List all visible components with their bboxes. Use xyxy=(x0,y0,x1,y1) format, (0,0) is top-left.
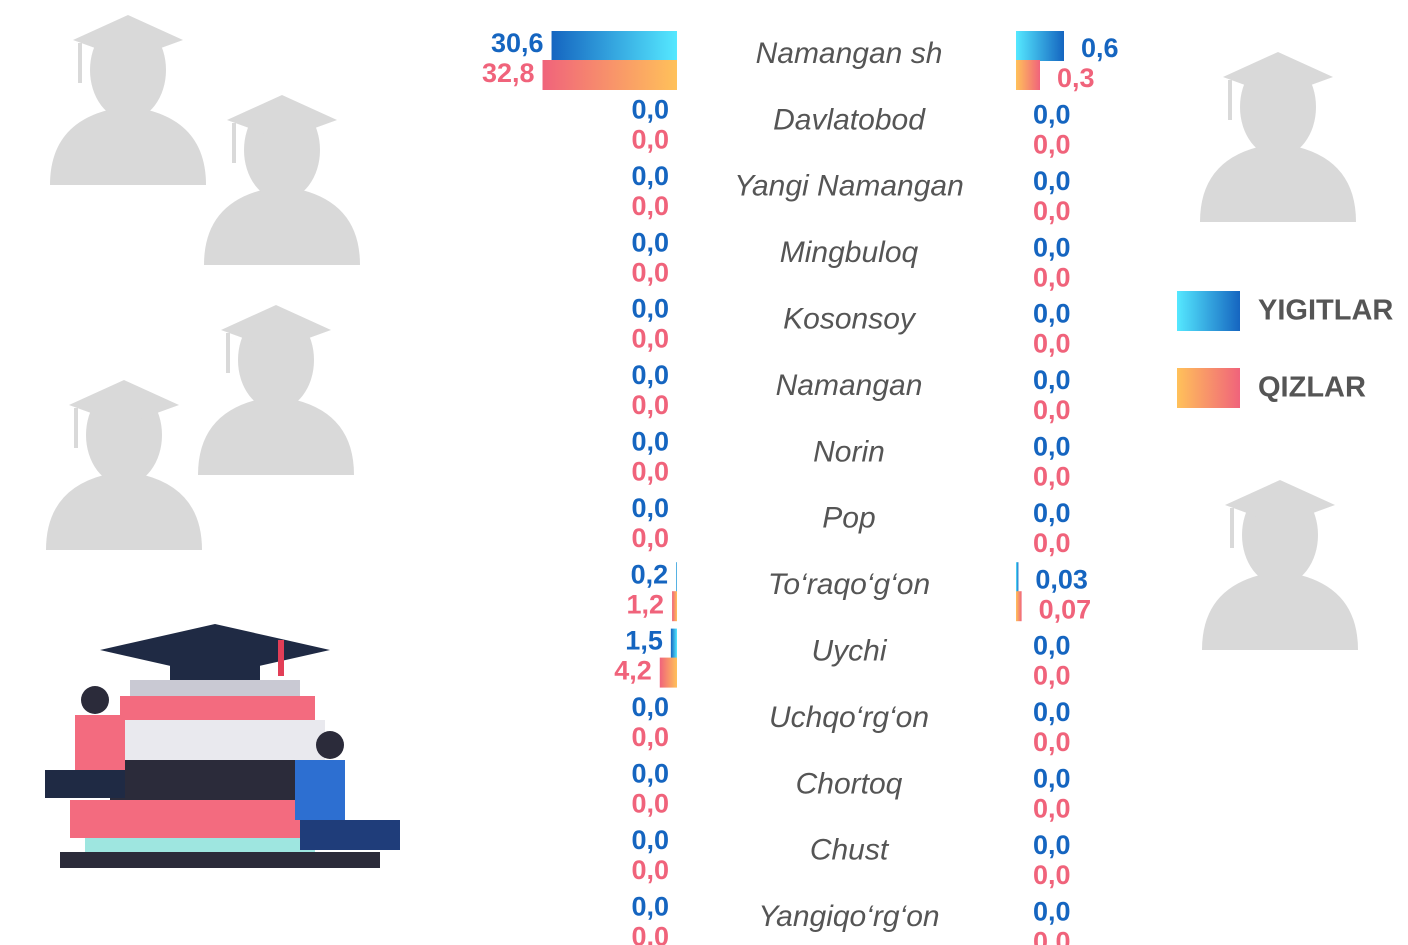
value-label: 0,0 xyxy=(1033,794,1071,824)
decor-silhouettes xyxy=(46,15,1358,650)
value-label: 0,0 xyxy=(1033,631,1071,661)
value-label: 0,0 xyxy=(631,360,669,390)
decor-books xyxy=(45,624,400,868)
value-label: 0,0 xyxy=(631,227,669,257)
value-label: 0,0 xyxy=(631,294,669,324)
value-label: 0,0 xyxy=(1033,299,1071,329)
value-label: 0,0 xyxy=(631,95,669,125)
value-label: 0,0 xyxy=(631,390,669,420)
value-label: 0,0 xyxy=(631,759,669,789)
chart: Namangan sh Davlatobod Yangi Namangan Mingb… xyxy=(0,0,1408,945)
value-label: 0,0 xyxy=(1033,528,1071,558)
value-label: 0,0 xyxy=(631,722,669,752)
bar xyxy=(1016,31,1064,61)
value-label: 30,6 xyxy=(491,28,544,58)
category-label: Namangan sh xyxy=(756,37,943,70)
value-label: 0,0 xyxy=(631,692,669,722)
value-label: 1,2 xyxy=(627,589,665,619)
value-label: 0,0 xyxy=(1033,462,1071,492)
plot: Namangan sh Davlatobod Yangi Namangan Mingb… xyxy=(482,28,1119,945)
value-label: 0,6 xyxy=(1081,33,1119,63)
value-label: 0,0 xyxy=(631,921,669,945)
value-label: 0,2 xyxy=(631,559,669,589)
value-label: 0,0 xyxy=(1033,830,1071,860)
value-label: 0,0 xyxy=(1033,860,1071,890)
category-label: Davlatobod xyxy=(773,103,926,136)
legend-label: QIZLAR xyxy=(1258,372,1366,404)
bar xyxy=(660,658,677,688)
category-label: Uychi xyxy=(811,635,887,668)
value-label: 0,0 xyxy=(1033,329,1071,359)
value-label: 0,0 xyxy=(631,825,669,855)
value-label: 0,0 xyxy=(1033,926,1071,945)
value-label: 0,0 xyxy=(1033,395,1071,425)
category-label: Kosonsoy xyxy=(783,303,917,336)
bar xyxy=(552,31,677,61)
value-label: 0,0 xyxy=(631,427,669,457)
value-label: 0,0 xyxy=(1033,365,1071,395)
category-label: Mingbuloq xyxy=(780,236,919,269)
value-label: 0,0 xyxy=(631,523,669,553)
category-label: Norin xyxy=(813,435,885,468)
value-label: 0,03 xyxy=(1035,564,1088,594)
value-label: 0,3 xyxy=(1057,63,1095,93)
value-label: 0,0 xyxy=(631,324,669,354)
value-label: 0,0 xyxy=(631,125,669,155)
value-label: 0,0 xyxy=(1033,130,1071,160)
value-label: 0,0 xyxy=(631,191,669,221)
value-label: 0,0 xyxy=(1033,764,1071,794)
value-label: 0,0 xyxy=(631,891,669,921)
value-label: 0,0 xyxy=(1033,727,1071,757)
legend-swatch xyxy=(1177,291,1240,331)
value-label: 0,0 xyxy=(1033,432,1071,462)
value-label: 0,0 xyxy=(1033,498,1071,528)
value-label: 4,2 xyxy=(614,656,652,686)
category-label: Pop xyxy=(822,502,875,535)
value-label: 0,0 xyxy=(1033,896,1071,926)
bar xyxy=(1016,60,1040,90)
legend: YIGITLAR QIZLAR xyxy=(1177,291,1393,408)
value-label: 0,0 xyxy=(631,257,669,287)
value-label: 0,0 xyxy=(631,855,669,885)
value-label: 1,5 xyxy=(625,626,663,656)
category-label: Chust xyxy=(810,834,890,867)
value-label: 0,0 xyxy=(1033,166,1071,196)
category-label: Yangiqo‘rg‘on xyxy=(758,900,939,933)
value-label: 0,0 xyxy=(631,493,669,523)
bar xyxy=(1016,562,1018,592)
bar xyxy=(672,591,677,621)
legend-label: YIGITLAR xyxy=(1258,295,1393,327)
value-label: 0,0 xyxy=(1033,196,1071,226)
bar xyxy=(676,562,677,592)
legend-swatch xyxy=(1177,368,1240,408)
bar xyxy=(671,629,677,659)
value-label: 0,0 xyxy=(1033,661,1071,691)
value-label: 0,0 xyxy=(1033,697,1071,727)
bar xyxy=(1016,591,1022,621)
category-label: Yangi Namangan xyxy=(734,170,964,203)
value-label: 0,0 xyxy=(631,161,669,191)
category-label: Namangan xyxy=(776,369,923,402)
value-label: 0,0 xyxy=(631,457,669,487)
value-label: 0,07 xyxy=(1039,594,1092,624)
category-label: Uchqo‘rg‘on xyxy=(769,701,929,734)
value-label: 0,0 xyxy=(1033,232,1071,262)
value-label: 0,0 xyxy=(1033,100,1071,130)
category-label: Chortoq xyxy=(796,767,903,800)
value-label: 0,0 xyxy=(631,789,669,819)
value-label: 32,8 xyxy=(482,58,535,88)
value-label: 0,0 xyxy=(1033,262,1071,292)
bar xyxy=(543,60,677,90)
category-label: To‘raqo‘g‘on xyxy=(768,568,930,601)
